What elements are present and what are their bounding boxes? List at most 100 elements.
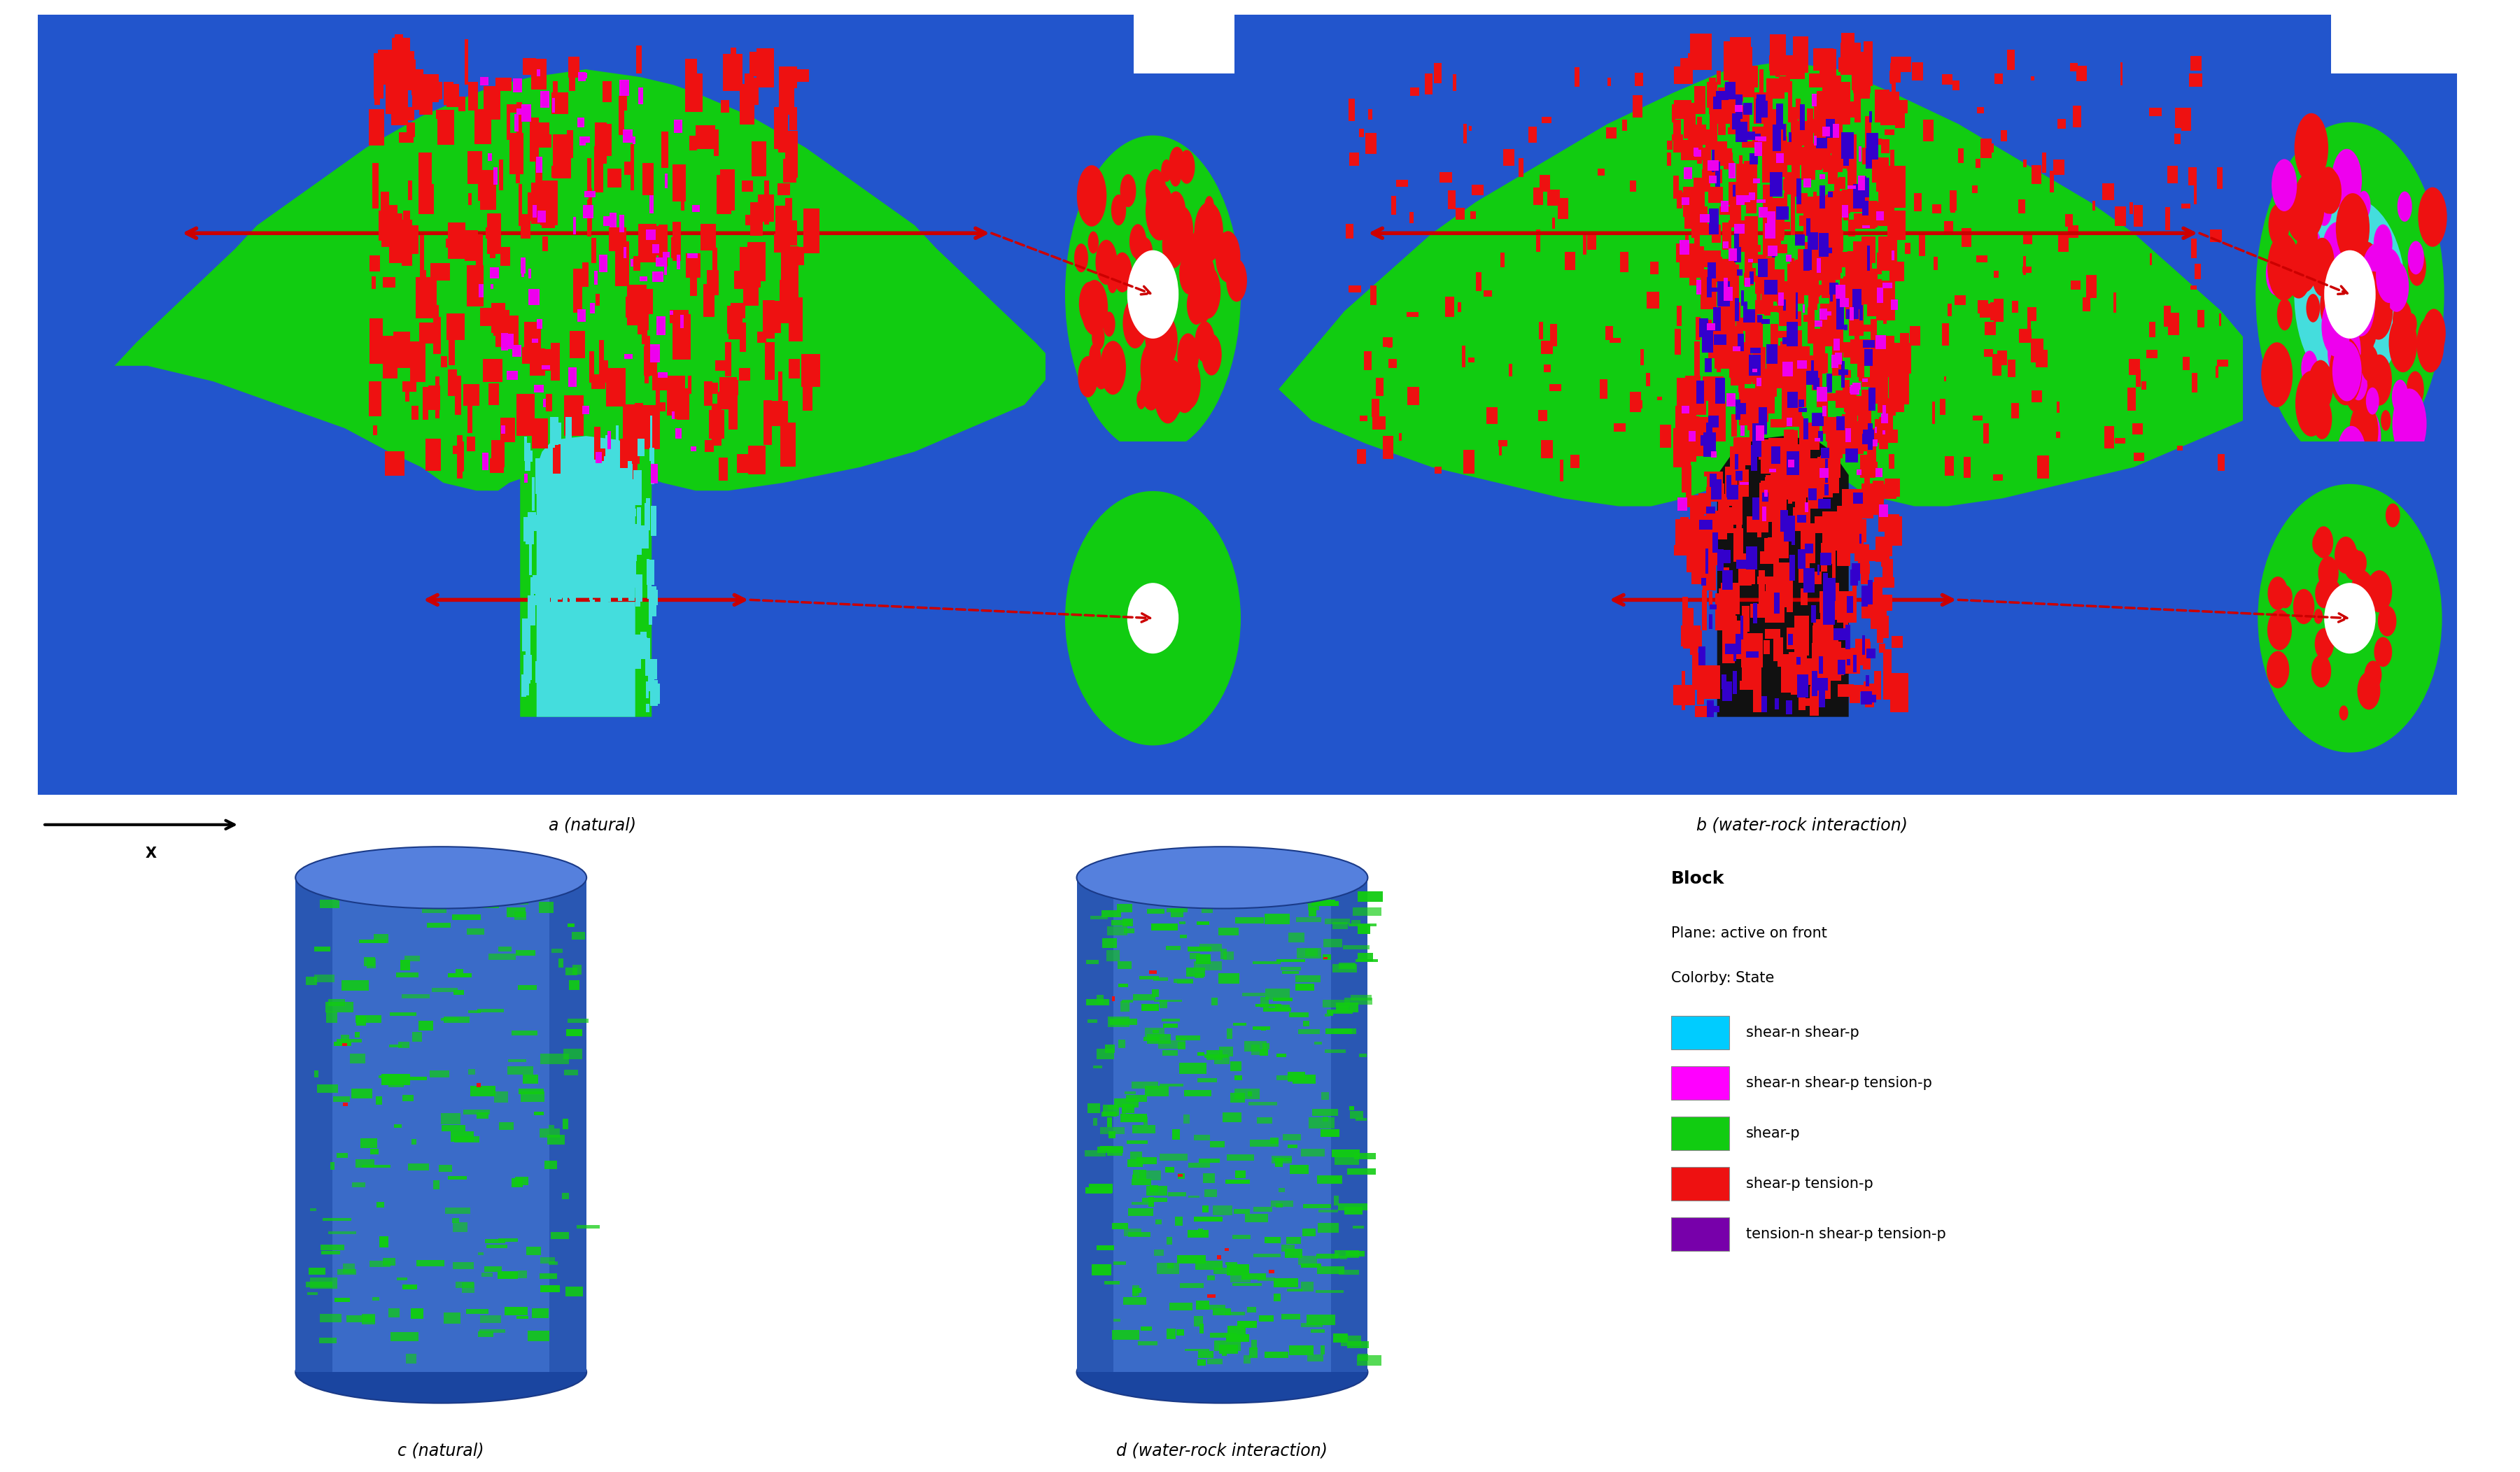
Bar (418, 81, 433, 115)
Bar (532, 577, 534, 606)
Bar (580, 72, 587, 78)
Bar (539, 902, 554, 913)
Bar (572, 576, 575, 595)
Bar (1850, 537, 1855, 553)
Bar (1230, 1094, 1245, 1103)
Bar (673, 165, 685, 202)
Bar (1789, 81, 1792, 122)
Bar (1764, 269, 1784, 302)
Bar (1882, 371, 1885, 378)
Bar (1857, 362, 1862, 381)
Bar (1709, 394, 1724, 425)
Bar (522, 347, 529, 364)
Bar (542, 486, 549, 500)
Bar (1704, 377, 1724, 400)
Circle shape (2356, 253, 2386, 318)
Bar (554, 481, 562, 492)
Bar (602, 580, 607, 593)
Bar (1744, 272, 1754, 286)
Bar (751, 141, 766, 177)
Bar (1769, 56, 1779, 71)
Bar (1693, 149, 1701, 156)
Bar (491, 230, 496, 238)
Bar (1744, 216, 1759, 258)
Bar (1779, 331, 1794, 337)
Bar (1837, 417, 1845, 430)
Bar (1817, 258, 1822, 274)
Bar (643, 405, 660, 449)
Bar (1389, 339, 1391, 347)
Bar (343, 1103, 348, 1105)
Bar (1111, 997, 1116, 1001)
Bar (1114, 1262, 1126, 1264)
Bar (559, 487, 564, 506)
Bar (1877, 253, 1882, 274)
Bar (1739, 244, 1761, 252)
Bar (1850, 570, 1857, 586)
Bar (1822, 59, 1830, 78)
Bar (363, 957, 375, 966)
Bar (1666, 140, 1673, 150)
Bar (1169, 877, 1187, 889)
Bar (1744, 309, 1756, 322)
Bar (323, 883, 330, 886)
Bar (602, 517, 607, 526)
Bar (1739, 233, 1754, 250)
Bar (1683, 268, 1688, 277)
Bar (1704, 289, 1716, 308)
Bar (1822, 629, 1840, 642)
Circle shape (2339, 705, 2349, 720)
Bar (600, 484, 602, 508)
Bar (1749, 66, 1754, 82)
Circle shape (1079, 281, 1101, 325)
Bar (1217, 1256, 1222, 1259)
Circle shape (2291, 238, 2318, 293)
Ellipse shape (2258, 484, 2442, 752)
Bar (567, 1029, 582, 1036)
Bar (1326, 1027, 1353, 1033)
Bar (1719, 483, 1724, 514)
Bar (1245, 1214, 1268, 1222)
Bar (1716, 549, 1724, 571)
Bar (1285, 1248, 1303, 1259)
Bar (1814, 105, 1824, 146)
Bar (2210, 230, 2223, 241)
Bar (1860, 305, 1862, 321)
Bar (1320, 1092, 1328, 1100)
Bar (1759, 408, 1767, 434)
Bar (1751, 498, 1759, 520)
Bar (1154, 999, 1182, 1002)
Bar (1472, 184, 1484, 196)
Bar (1784, 193, 1787, 218)
Bar (703, 381, 713, 405)
Bar (1207, 1275, 1215, 1281)
Bar (1205, 1189, 1217, 1197)
Bar (562, 587, 567, 617)
Bar (1698, 215, 1709, 222)
Bar (1824, 459, 1827, 483)
Bar (1121, 1107, 1126, 1116)
Bar (1104, 1104, 1119, 1116)
Bar (1870, 268, 1877, 299)
Bar (1870, 359, 1877, 372)
Bar (1804, 543, 1814, 553)
Bar (1666, 153, 1671, 166)
Bar (1827, 592, 1835, 614)
Bar (605, 456, 610, 480)
Bar (764, 300, 774, 339)
Bar (1295, 917, 1320, 923)
Bar (1832, 230, 1845, 250)
Bar (728, 306, 733, 334)
Bar (1915, 193, 1923, 212)
Bar (653, 244, 658, 253)
Bar (1756, 127, 1764, 143)
Bar (1719, 259, 1736, 300)
Bar (1852, 289, 1862, 309)
Bar (1300, 1323, 1323, 1328)
Bar (1804, 502, 1809, 512)
Text: shear-p tension-p: shear-p tension-p (1746, 1176, 1872, 1191)
Bar (350, 1054, 365, 1063)
Bar (381, 1236, 388, 1247)
Bar (595, 122, 607, 163)
Bar (517, 394, 534, 436)
